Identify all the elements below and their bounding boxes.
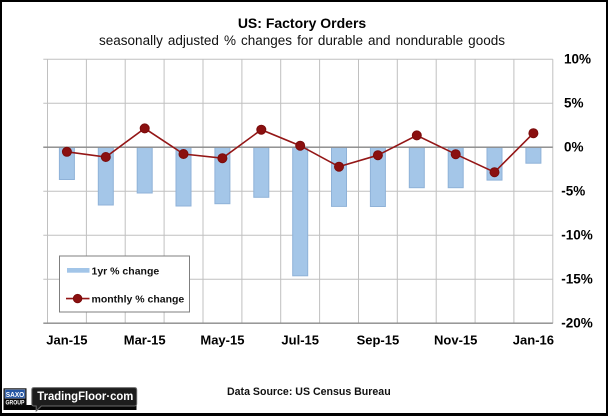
svg-text:monthly % change: monthly % change [92,294,185,306]
svg-text:-5%: -5% [561,184,585,199]
svg-text:Jul-15: Jul-15 [281,332,319,347]
svg-text:-10%: -10% [561,228,593,243]
svg-text:10%: 10% [564,52,591,67]
svg-text:Jan-16: Jan-16 [513,332,554,347]
svg-text:GROUP: GROUP [6,401,25,407]
svg-text:TradingFloor·com: TradingFloor·com [37,389,133,403]
svg-text:SAXO: SAXO [6,390,25,399]
svg-text:Sep-15: Sep-15 [357,332,400,347]
svg-text:-20%: -20% [561,316,593,331]
svg-text:-15%: -15% [561,272,593,287]
svg-text:Data Source: US Census Bureau: Data Source: US Census Bureau [227,386,391,398]
svg-text:US: Factory Orders: US: Factory Orders [238,15,367,31]
svg-text:Mar-15: Mar-15 [124,332,166,347]
svg-text:5%: 5% [564,96,584,111]
svg-text:seasonally adjusted % changes: seasonally adjusted % changes for durabl… [99,33,505,48]
svg-text:0%: 0% [564,140,584,155]
svg-text:Jan-15: Jan-15 [46,332,87,347]
svg-text:Nov-15: Nov-15 [434,332,477,347]
svg-text:1yr % change: 1yr % change [92,266,160,278]
svg-text:May-15: May-15 [200,332,244,347]
